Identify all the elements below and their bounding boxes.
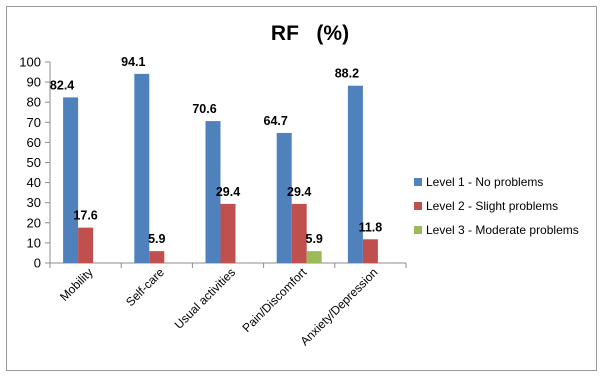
bar	[63, 97, 79, 263]
y-tick-label: 20	[27, 215, 41, 230]
x-tick-label: Pain/Discomfort	[240, 265, 310, 335]
y-tick-label: 0	[34, 256, 41, 271]
data-label: 82.4	[50, 78, 74, 92]
data-label: 94.1	[121, 55, 145, 69]
legend-label: Level 3 - Moderate problems	[426, 223, 579, 237]
y-tick-label: 10	[27, 235, 41, 250]
x-tick-label: Mobility	[57, 265, 96, 304]
data-label: 11.8	[359, 220, 383, 234]
y-tick-label: 30	[27, 195, 41, 210]
data-label: 64.7	[264, 114, 288, 128]
x-tick-label: Usual activities	[172, 265, 238, 331]
bar	[149, 251, 165, 263]
bar	[205, 121, 221, 264]
bar	[291, 203, 307, 263]
data-labels: 82.4 17.6 94.1 5.9 70.6 29.4 64.7 29.4 5.9 88.2 11…	[50, 55, 382, 246]
bars	[63, 73, 378, 264]
data-label: 70.6	[192, 102, 216, 116]
y-tick-label: 60	[27, 135, 41, 150]
y-tick-label: 80	[27, 95, 41, 110]
bar	[78, 227, 94, 263]
bar	[362, 239, 378, 263]
data-label: 88.2	[335, 67, 359, 81]
bar	[220, 203, 236, 263]
bar	[306, 251, 322, 263]
legend-swatch	[414, 178, 422, 186]
chart-frame	[6, 6, 597, 371]
legend-label: Level 1 - No problems	[426, 175, 543, 189]
legend-swatch	[414, 202, 422, 210]
data-label: 29.4	[287, 185, 311, 199]
legend: Level 1 - No problems Level 2 - Slight pr…	[414, 175, 579, 237]
data-label: 29.4	[216, 185, 240, 199]
bar	[134, 73, 150, 263]
x-tick-label: Anxiety/Depression	[298, 265, 381, 348]
chart-title: RF (%)	[271, 22, 349, 45]
y-tick-label: 100	[19, 55, 41, 70]
legend-swatch	[414, 226, 422, 234]
data-label: 5.9	[306, 232, 323, 246]
y-tick-label: 70	[27, 115, 41, 130]
y-tick-label: 50	[27, 155, 41, 170]
data-label: 17.6	[73, 209, 97, 223]
y-tick-label: 40	[27, 175, 41, 190]
x-tick-label: Self-care	[123, 265, 167, 309]
y-tick-label: 90	[27, 75, 41, 90]
bar	[276, 132, 292, 263]
bar	[347, 85, 363, 263]
legend-label: Level 2 - Slight problems	[426, 199, 558, 213]
data-label: 5.9	[148, 232, 165, 246]
